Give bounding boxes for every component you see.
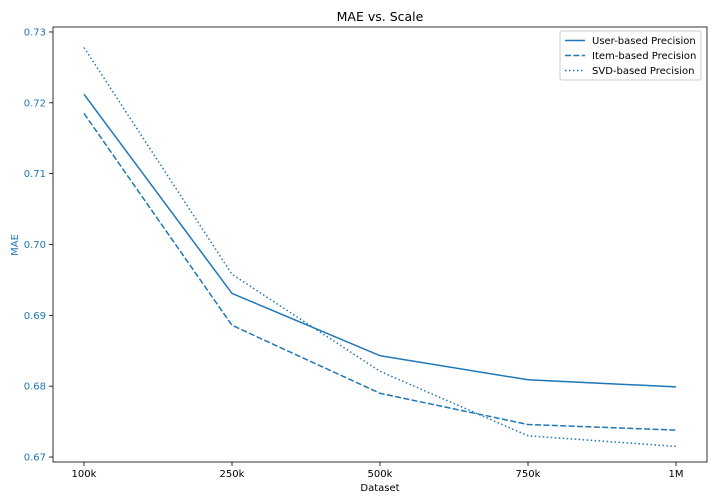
y-tick-label: 0.73 (24, 27, 46, 38)
x-axis-label: Dataset (360, 483, 399, 494)
plot-area: 100k 250k 500k 750k 1M 0.67 0.68 0.69 0.70 0.71 0.… (24, 26, 708, 480)
series-line-2 (83, 112, 677, 431)
x-tick-label: 1M (669, 469, 684, 480)
x-tick-label: 750k (516, 469, 541, 480)
y-tick-label: 0.68 (24, 382, 46, 393)
y-tick-label: 0.72 (24, 98, 46, 109)
x-tick-label: 500k (368, 469, 393, 480)
y-tick-label: 0.70 (24, 240, 46, 251)
series-line-3 (83, 47, 677, 448)
x-tick-label: 100k (72, 469, 97, 480)
y-tick-label: 0.71 (24, 169, 46, 180)
y-tick-label: 0.67 (24, 453, 46, 464)
legend-box (559, 30, 702, 81)
legend-label-2: Item-based Precision (592, 51, 696, 62)
y-tick-label: 0.69 (24, 311, 46, 322)
y-axis-label: MAE (10, 234, 21, 256)
legend-label-3: SVD-based Precision (592, 66, 694, 77)
legend-label-1: User-based Precision (592, 36, 696, 47)
legend: User-based Precision Item-based Precision… (559, 30, 702, 81)
x-tick-label: 250k (220, 469, 245, 480)
series-line-1 (83, 93, 677, 388)
chart-title: MAE vs. Scale (337, 9, 424, 24)
